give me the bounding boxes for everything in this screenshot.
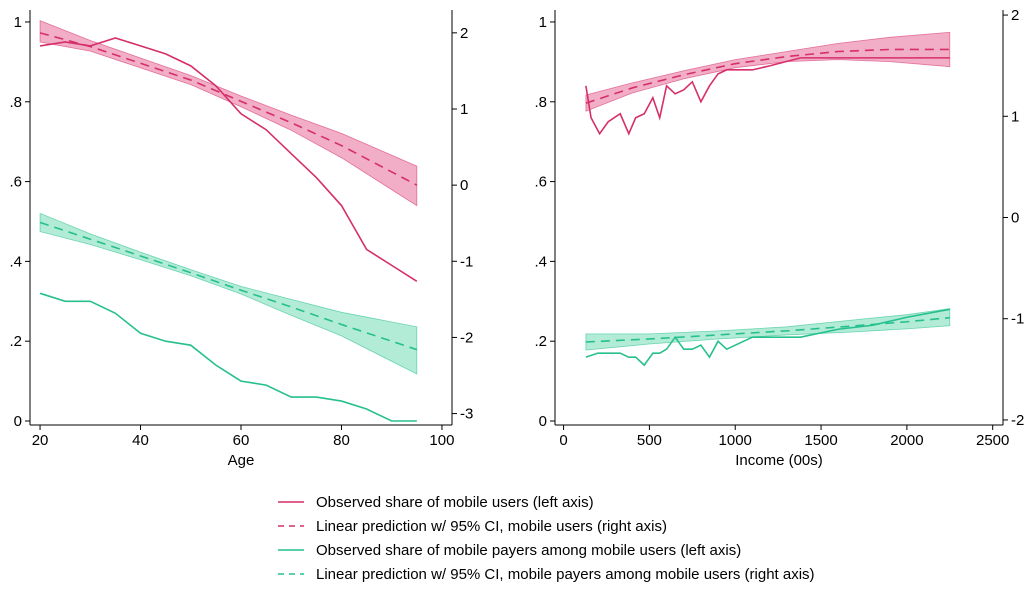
age-panel: 0 .2 .4 .6 .8 1 -3 -2 -1 0 1 2 20 40 60 80 100 Age [9, 10, 473, 469]
obs_payers-line [39, 292, 417, 422]
left-y-tick-label: .8 [534, 94, 547, 111]
x-axis-title: Income (00s) [735, 452, 823, 469]
right-y-tick-label: 1 [460, 101, 468, 118]
left-y-tick-label: 0 [14, 413, 22, 430]
left-y-tick-label: .4 [534, 253, 547, 270]
left-y-tick-label: .8 [9, 94, 22, 111]
obs_users_inc-line [585, 57, 950, 136]
left-y-tick-label: .2 [534, 333, 547, 350]
x-tick-label: 40 [132, 432, 149, 449]
obs_users-line [39, 37, 418, 283]
x-tick-label: 60 [233, 432, 250, 449]
pred_payers_inc-line [585, 316, 950, 343]
right-y-tick-label: 1 [1011, 108, 1019, 125]
right-y-tick-label: -2 [1011, 412, 1024, 429]
left-y-tick-label: .2 [9, 333, 22, 350]
x-tick-label: 0 [559, 432, 567, 449]
x-tick-label: 2500 [976, 432, 1009, 449]
right-y-tick-label: -3 [460, 406, 473, 423]
right-y-tick-label: -1 [460, 253, 473, 270]
pred_users-ci-band [39, 20, 418, 207]
x-axis-title: Age [228, 452, 255, 469]
x-tick-label: 100 [429, 432, 454, 449]
income-panel: 0 .2 .4 .6 .8 1 -2 -1 0 1 2 0 500 1000 1500 2000 2500 Inc… [534, 7, 1024, 469]
right-y-tick-label: 2 [1011, 7, 1019, 24]
x-tick-label: 1000 [719, 432, 752, 449]
pred_payers_inc-ci-band [585, 308, 951, 351]
legend-label: Linear prediction w/ 95% CI, mobile user… [316, 518, 667, 535]
left-y-tick-label: 0 [539, 413, 547, 430]
right-y-tick-label: 2 [460, 25, 468, 42]
x-tick-label: 80 [333, 432, 350, 449]
right-y-tick-label: 0 [1011, 210, 1019, 227]
pred_users_inc-ci-band [585, 31, 951, 112]
left-y-tick-label: .4 [9, 253, 22, 270]
obs_payers_inc-line [585, 308, 950, 367]
left-y-tick-label: .6 [534, 174, 547, 191]
x-tick-label: 500 [637, 432, 662, 449]
right-y-tick-label: -2 [460, 329, 473, 346]
right-y-tick-label: 0 [460, 177, 468, 194]
pred_users_inc-line [585, 48, 950, 104]
legend-label: Observed share of mobile payers among mo… [316, 542, 741, 559]
x-tick-label: 20 [32, 432, 49, 449]
legend-label: Linear prediction w/ 95% CI, mobile paye… [316, 566, 815, 583]
legend-label: Observed share of mobile users (left axi… [316, 494, 594, 511]
pred_payers-line [39, 221, 418, 351]
x-tick-label: 1500 [804, 432, 837, 449]
pred_payers-ci-band [39, 212, 418, 375]
pred_users-line [39, 32, 418, 186]
x-tick-label: 2000 [890, 432, 923, 449]
legend: Observed share of mobile users (left axi… [278, 494, 815, 583]
left-y-tick-label: .6 [9, 174, 22, 191]
left-y-tick-label: 1 [539, 14, 547, 31]
right-y-tick-label: -1 [1011, 311, 1024, 328]
left-y-tick-label: 1 [14, 14, 22, 31]
